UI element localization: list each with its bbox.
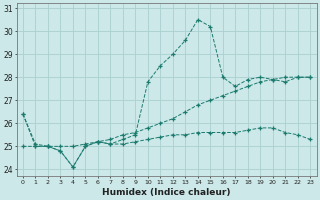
X-axis label: Humidex (Indice chaleur): Humidex (Indice chaleur) — [102, 188, 231, 197]
